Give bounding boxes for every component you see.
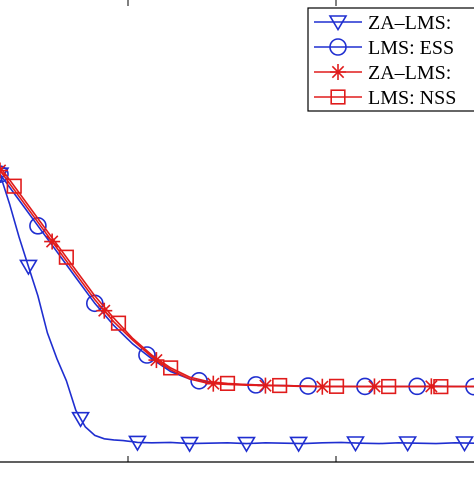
- legend-entry-3: LMS: NSS: [314, 87, 456, 109]
- series-1-marker-0: [0, 165, 9, 183]
- legend-label-3: LMS: NSS: [368, 87, 456, 109]
- plot-area: [0, 162, 474, 453]
- legend: ZA–LMS: LMS: ESS ZA–LMS: LMS: NSS: [307, 7, 474, 112]
- legend-entry-2: ZA–LMS:: [314, 62, 451, 84]
- series-0-marker-9: [455, 436, 474, 453]
- series-line-2: [0, 170, 474, 388]
- axes: [0, 0, 474, 463]
- series-0-marker-6: [289, 436, 309, 453]
- series-3-marker-2: [110, 315, 127, 331]
- series-2-marker-2: [96, 302, 113, 319]
- series-1: [0, 165, 474, 396]
- series-3-marker-3: [163, 360, 179, 376]
- legend-marker-1: [329, 38, 347, 56]
- series-2-marker-1: [44, 233, 61, 250]
- series-2-marker-4: [205, 375, 222, 392]
- legend-marker-0: [328, 15, 348, 32]
- legend-label-2: ZA–LMS:: [368, 62, 451, 84]
- series-2-marker-3-stroke: [150, 353, 163, 367]
- series-2-marker-1-stroke: [45, 235, 59, 248]
- series-3-marker-6: [328, 378, 345, 394]
- legend-marker-2-stroke: [331, 65, 345, 79]
- legend-marker-2: [330, 64, 346, 80]
- series-3-marker-7: [381, 378, 397, 395]
- series-1-marker-3: [138, 346, 156, 364]
- series-2-marker-0-stroke: [0, 169, 7, 177]
- series-0: [0, 167, 474, 453]
- series-3: [0, 166, 474, 395]
- series-0-marker-5: [237, 436, 256, 453]
- series-2: [0, 162, 474, 395]
- series-0-marker-7: [346, 436, 365, 453]
- series-2-marker-4-stroke: [207, 377, 220, 390]
- series-line-1: [0, 173, 474, 388]
- series-line-0: [0, 173, 474, 445]
- series-3-marker-5: [272, 377, 288, 394]
- series-3-marker-4: [219, 375, 236, 392]
- legend-marker-3: [330, 89, 346, 105]
- series-0-marker-1: [19, 259, 38, 276]
- series-3-marker-0: [6, 178, 22, 194]
- series-2-marker-0: [0, 162, 8, 179]
- series-0-marker-8: [398, 436, 418, 453]
- series-line-3: [0, 166, 474, 388]
- series-3-marker-8: [433, 379, 449, 395]
- series-3-marker-1: [58, 249, 74, 265]
- series-0-marker-2: [71, 411, 90, 428]
- series-0-marker-3: [128, 435, 147, 452]
- series-2-marker-2-stroke: [98, 304, 111, 317]
- legend-entry-0: ZA–LMS:: [314, 12, 451, 34]
- series-2-marker-0-stroke: [0, 164, 7, 172]
- legend-entry-1: LMS: ESS: [314, 37, 454, 59]
- legend-label-1: LMS: ESS: [368, 37, 454, 59]
- legend-label-0: ZA–LMS:: [368, 12, 451, 34]
- series-0-marker-4: [180, 436, 199, 453]
